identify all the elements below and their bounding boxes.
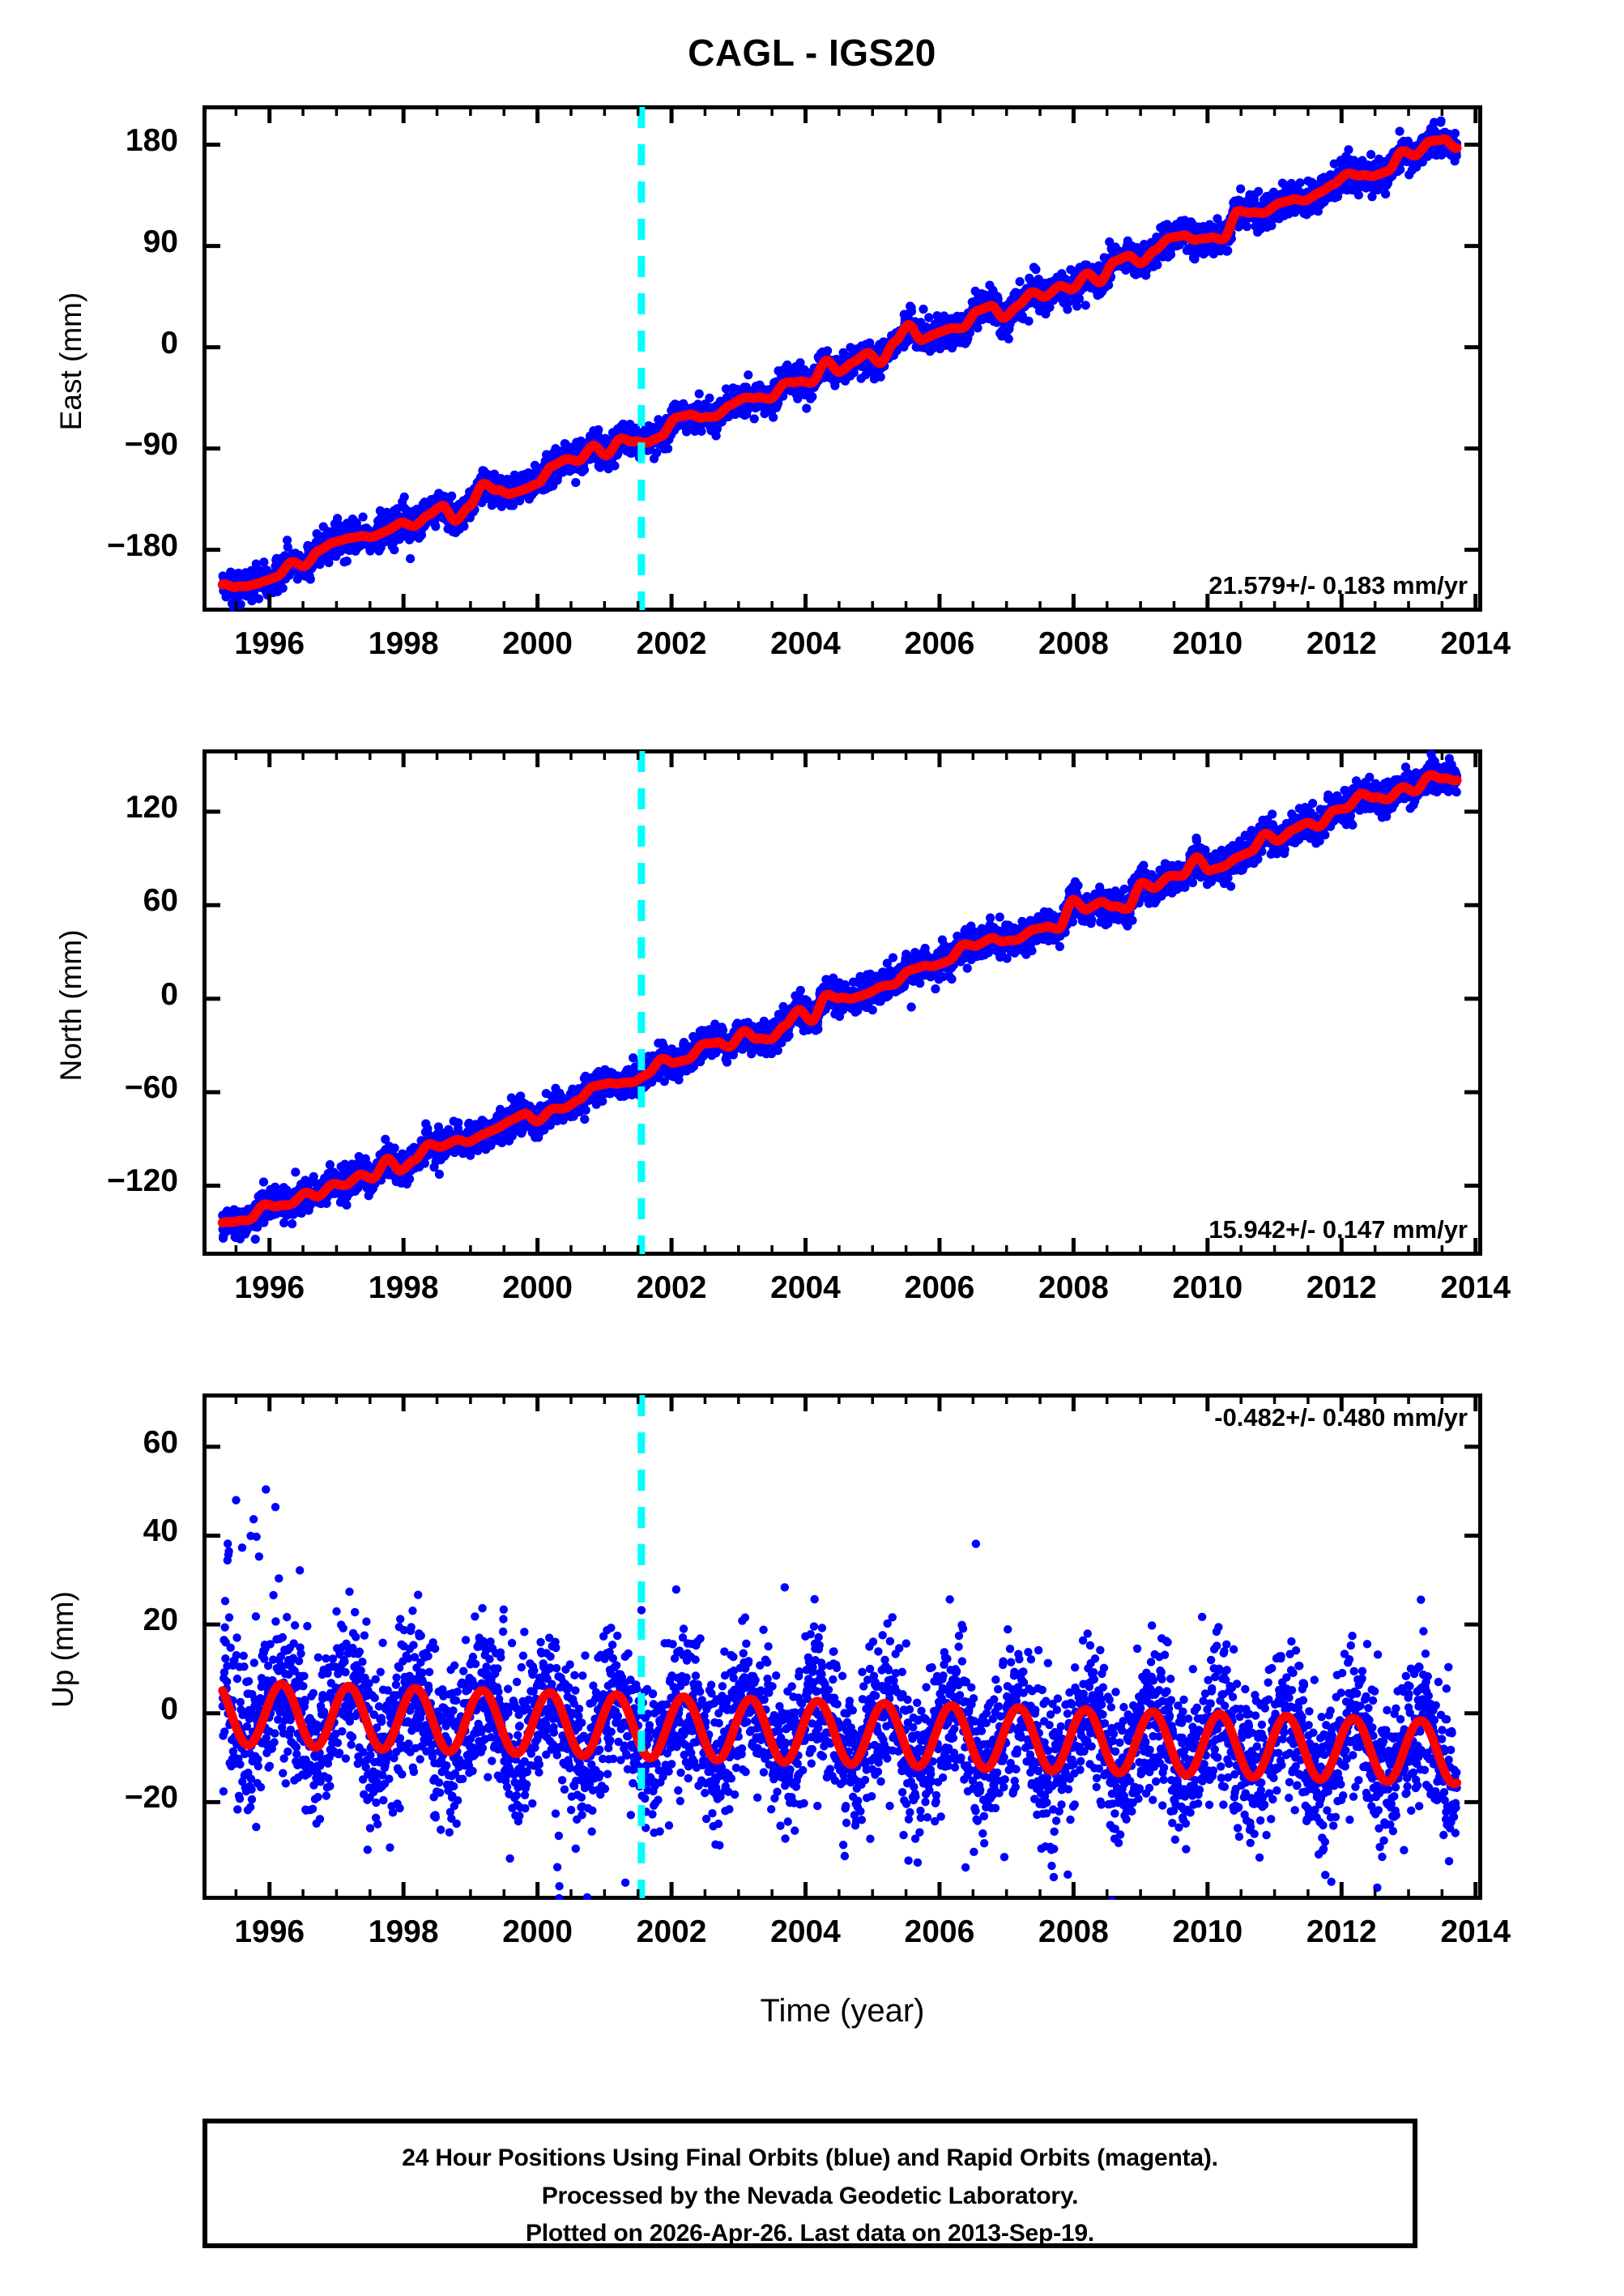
up-ytick-4: −20 — [124, 1780, 178, 1816]
north-xtick-9: 2014 — [1440, 1270, 1511, 1305]
east-xtick-5: 2006 — [904, 626, 975, 661]
up-xtick-5: 2006 — [904, 1914, 975, 1949]
panel-east: 21.579+/- 0.183 mm/yr — [202, 105, 1482, 612]
x-axis-label: Time (year) — [760, 1993, 925, 2029]
east-ytick-1: 90 — [143, 224, 178, 259]
north-ytick-1: 60 — [143, 883, 178, 919]
model-trend-line — [218, 1679, 1462, 1789]
up-xtick-4: 2004 — [770, 1914, 841, 1949]
north-rate-label: 15.942+/- 0.147 mm/yr — [1208, 1215, 1468, 1244]
east-ytick-0: 180 — [125, 122, 178, 158]
model-trend-line — [217, 770, 1462, 1228]
east-xtick-3: 2002 — [636, 626, 707, 661]
model-trend-line — [217, 134, 1462, 592]
north-xtick-4: 2004 — [770, 1270, 841, 1305]
tick-marks-group — [202, 749, 1482, 1256]
tick-marks-group — [202, 105, 1482, 612]
up-xtick-1: 1998 — [368, 1914, 439, 1949]
caption-line-3: Plotted on 2026-Apr-26. Last data on 201… — [525, 2220, 1095, 2247]
east-ytick-2: 0 — [160, 325, 178, 361]
data-points-group — [218, 116, 1462, 612]
east-ytick-3: −90 — [124, 426, 178, 462]
east-xtick-8: 2012 — [1306, 626, 1377, 661]
north-xtick-8: 2012 — [1306, 1270, 1377, 1305]
north-xtick-2: 2000 — [502, 1270, 573, 1305]
up-ytick-2: 20 — [143, 1603, 178, 1638]
east-xtick-0: 1996 — [234, 626, 305, 661]
data-points-group — [218, 1485, 1461, 1900]
east-rate-label: 21.579+/- 0.183 mm/yr — [1208, 571, 1468, 600]
up-rate-label: -0.482+/- 0.480 mm/yr — [1214, 1403, 1468, 1432]
tick-marks-group — [202, 1393, 1482, 1900]
up-xtick-2: 2000 — [502, 1914, 573, 1949]
up-xtick-7: 2010 — [1172, 1914, 1243, 1949]
east-ytick-4: −180 — [107, 527, 178, 563]
north-xtick-5: 2006 — [904, 1270, 975, 1305]
east-xtick-7: 2010 — [1172, 626, 1243, 661]
up-xtick-3: 2002 — [636, 1914, 707, 1949]
east-xtick-1: 1998 — [368, 626, 439, 661]
north-ytick-4: −120 — [107, 1163, 178, 1199]
page-title: CAGL - IGS20 — [688, 32, 936, 74]
north-xtick-1: 1998 — [368, 1270, 439, 1305]
east-xtick-6: 2008 — [1038, 626, 1109, 661]
up-xtick-9: 2014 — [1440, 1914, 1511, 1949]
up-ytick-1: 40 — [143, 1513, 178, 1549]
north-xtick-0: 1996 — [234, 1270, 305, 1305]
up-xtick-0: 1996 — [234, 1914, 305, 1949]
up-xtick-6: 2008 — [1038, 1914, 1109, 1949]
north-ytick-0: 120 — [125, 789, 178, 825]
panel-north: 15.942+/- 0.147 mm/yr — [202, 749, 1482, 1256]
east-plot-canvas — [202, 105, 1482, 612]
north-xtick-6: 2008 — [1038, 1270, 1109, 1305]
north-xtick-3: 2002 — [636, 1270, 707, 1305]
north-ytick-2: 0 — [160, 976, 178, 1012]
caption-line-2: Processed by the Nevada Geodetic Laborat… — [541, 2182, 1079, 2209]
caption-line-1: 24 Hour Positions Using Final Orbits (bl… — [402, 2144, 1218, 2171]
up-xtick-8: 2012 — [1306, 1914, 1377, 1949]
north-plot-canvas — [202, 749, 1482, 1256]
caption-box: 24 Hour Positions Using Final Orbits (bl… — [202, 2119, 1417, 2248]
north-xtick-7: 2010 — [1172, 1270, 1243, 1305]
east-xtick-2: 2000 — [502, 626, 573, 661]
up-ytick-3: 0 — [160, 1691, 178, 1726]
east-xtick-4: 2004 — [770, 626, 841, 661]
east-xtick-9: 2014 — [1440, 626, 1511, 661]
up-plot-canvas — [202, 1393, 1482, 1900]
panel-up: -0.482+/- 0.480 mm/yr — [202, 1393, 1482, 1900]
up-ytick-0: 60 — [143, 1424, 178, 1460]
north-ytick-3: −60 — [124, 1070, 178, 1106]
